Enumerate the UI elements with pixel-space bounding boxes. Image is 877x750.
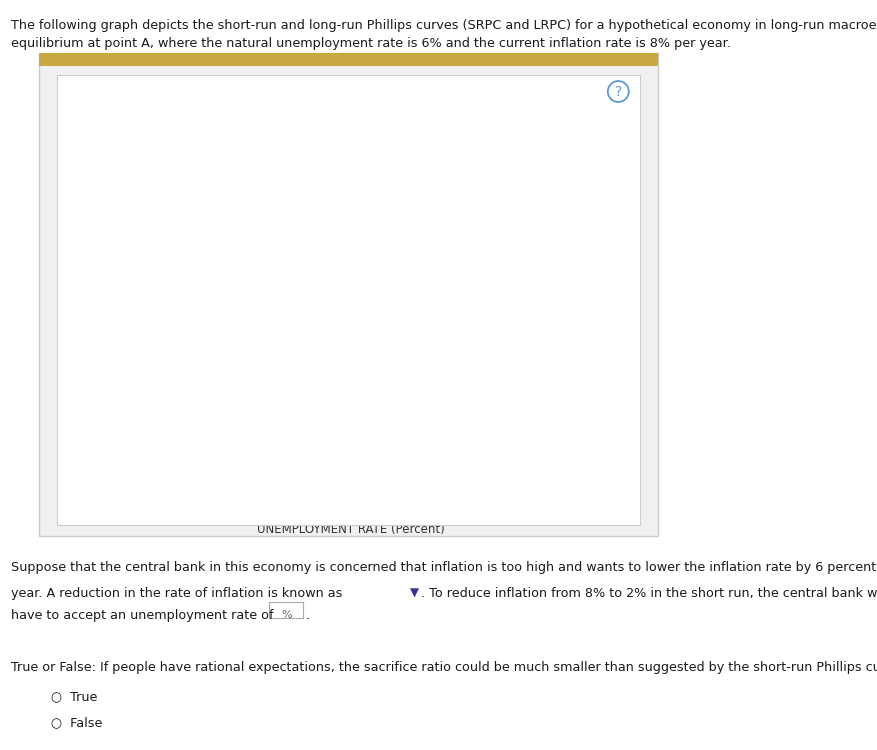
Text: The following graph depicts the short-run and long-run Phillips curves (SRPC and: The following graph depicts the short-ru…: [11, 19, 877, 32]
Text: have to accept an unemployment rate of: have to accept an unemployment rate of: [11, 609, 274, 622]
X-axis label: UNEMPLOYMENT RATE (Percent): UNEMPLOYMENT RATE (Percent): [257, 524, 445, 536]
Text: year. A reduction in the rate of inflation is known as: year. A reduction in the rate of inflati…: [11, 586, 343, 599]
Text: Suppose that the central bank in this economy is concerned that inflation is too: Suppose that the central bank in this ec…: [11, 561, 877, 574]
Text: SRPC: SRPC: [503, 440, 534, 453]
Y-axis label: INFLATION RATE (Percent): INFLATION RATE (Percent): [63, 228, 76, 380]
Text: equilibrium at point A, where the natural unemployment rate is 6% and the curren: equilibrium at point A, where the natura…: [11, 38, 731, 50]
Text: ○  False: ○ False: [51, 716, 103, 729]
Text: . To reduce inflation from 8% to 2% in the short run, the central bank would: . To reduce inflation from 8% to 2% in t…: [421, 586, 877, 599]
Text: LRPC: LRPC: [407, 134, 437, 147]
Text: A: A: [406, 323, 414, 336]
Text: %: %: [282, 610, 292, 620]
Text: ○  True: ○ True: [51, 690, 97, 703]
Text: ?: ?: [615, 85, 622, 98]
Text: ▼: ▼: [410, 586, 419, 599]
Text: True or False: If people have rational expectations, the sacrifice ratio could b: True or False: If people have rational e…: [11, 662, 877, 674]
Text: .: .: [305, 609, 310, 622]
